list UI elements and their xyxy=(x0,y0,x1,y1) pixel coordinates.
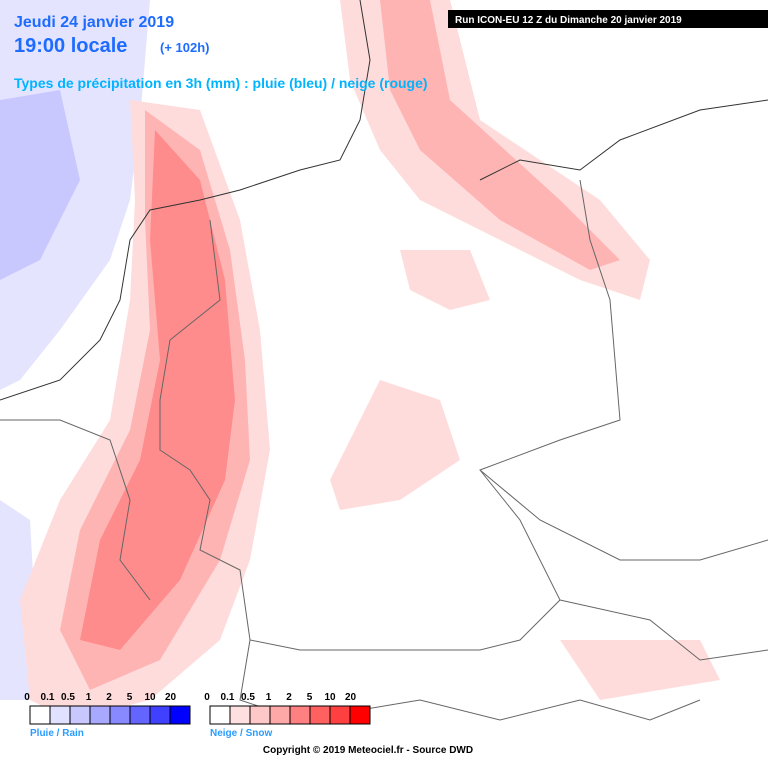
snow-legend-label: Neige / Snow xyxy=(210,728,272,739)
scale-label: 10 xyxy=(144,692,156,703)
scale-label: 5 xyxy=(307,692,313,703)
run-label: Run ICON-EU 12 Z du Dimanche 20 janvier … xyxy=(455,15,682,26)
scale-label: 0.1 xyxy=(221,692,235,703)
rain-field xyxy=(0,0,150,700)
time: 19:00 locale xyxy=(14,35,127,57)
footer: Copyright © 2019 Meteociel.fr - Source D… xyxy=(263,745,473,756)
scale-label: 2 xyxy=(286,692,292,703)
scale-label: 10 xyxy=(324,692,336,703)
scale-label: 0 xyxy=(24,692,30,703)
scale-label: 2 xyxy=(106,692,112,703)
scale-label: 0 xyxy=(204,692,210,703)
scale-label: 5 xyxy=(127,692,133,703)
lead-time: (+ 102h) xyxy=(160,40,210,55)
scale-label: 0.1 xyxy=(41,692,55,703)
scale-label: 1 xyxy=(266,692,272,703)
date: Jeudi 24 janvier 2019 xyxy=(14,14,174,31)
subtitle: Types de précipitation en 3h (mm) : plui… xyxy=(14,75,428,91)
scale-label: 20 xyxy=(165,692,177,703)
run-box xyxy=(448,10,768,28)
scale-label: 0.5 xyxy=(61,692,75,703)
borders xyxy=(0,0,768,721)
snow-scale xyxy=(209,705,371,725)
scale-label: 20 xyxy=(345,692,357,703)
snow-field xyxy=(20,0,720,720)
rain-legend-label: Pluie / Rain xyxy=(30,728,84,739)
rain-scale xyxy=(29,705,191,725)
scale-label: 0.5 xyxy=(241,692,255,703)
scale-label: 1 xyxy=(86,692,92,703)
